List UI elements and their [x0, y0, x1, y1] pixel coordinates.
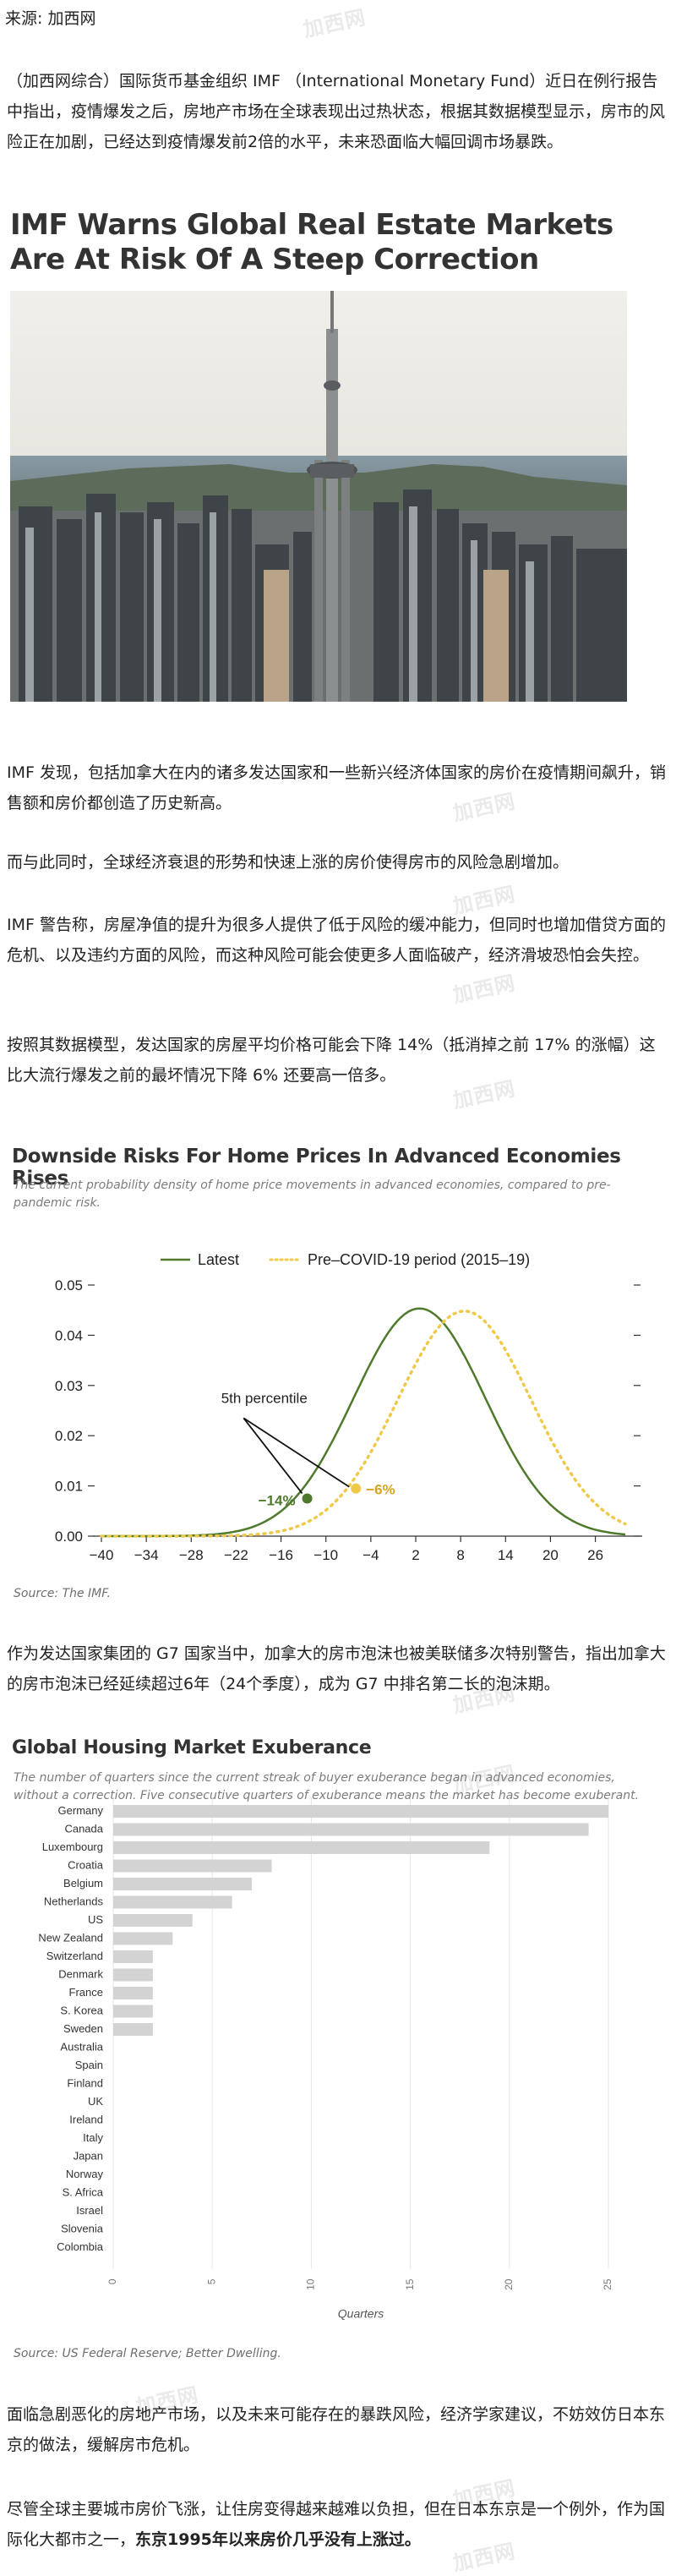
chart2-title: Global Housing Market Exuberance	[12, 1737, 372, 1758]
pre-5th-percentile-label: −6%	[366, 1482, 395, 1498]
latest-5th-percentile-point	[302, 1493, 313, 1504]
x-tick-label: −28	[179, 1547, 204, 1563]
tokyo-text: 尽管全球主要城市房价飞涨，让住房变得越来越难以负担，但在日本东京是一个例外，作为…	[7, 2500, 666, 2549]
paragraph-intro: （加西网综合）国际货币基金组织 IMF （International Monet…	[7, 72, 666, 151]
x-tick-label: −4	[363, 1547, 379, 1563]
category-label: Belgium	[63, 1877, 103, 1890]
percentile-annotation: 5th percentile	[221, 1391, 308, 1407]
bar	[113, 1914, 193, 1927]
y-tick-label: 0.00	[55, 1529, 83, 1545]
latest-density-line	[101, 1307, 626, 1538]
arrow-to-pre	[243, 1417, 350, 1488]
category-label: Croatia	[68, 1859, 104, 1872]
pre-5th-percentile-point	[351, 1483, 362, 1494]
bar	[113, 1859, 272, 1873]
bar	[113, 1987, 153, 1999]
x-tick-label: 0	[106, 2278, 118, 2284]
category-label: Finland	[67, 2077, 103, 2090]
category-label: France	[69, 1986, 103, 1999]
chart1-subtitle: The current probability density of home …	[14, 1179, 611, 1210]
paragraph-risk-increase: 而与此同时，全球经济衰退的形势和快速上涨的房价使得房市的风险急剧增加。	[7, 853, 570, 872]
chart2-source: Source: US Federal Reserve; Better Dwell…	[14, 2347, 281, 2360]
x-tick-label: 20	[542, 1547, 559, 1563]
x-tick-label: 15	[404, 2278, 416, 2290]
watermark: 加西网	[450, 971, 518, 1008]
bar	[113, 1932, 173, 1945]
category-label: Israel	[76, 2204, 103, 2217]
y-tick-label: 0.05	[55, 1277, 83, 1293]
chart1-title: Downside Risks For Home Prices In Advanc…	[12, 1146, 621, 1190]
category-label: Norway	[66, 2168, 104, 2180]
category-label: Italy	[83, 2131, 103, 2144]
bar	[113, 1950, 153, 1963]
x-tick-label: 20	[503, 2278, 515, 2290]
latest-5th-percentile-label: −14%	[259, 1492, 296, 1508]
bar	[113, 1878, 253, 1890]
paragraph-tokyo-suggestion: 面临急剧恶化的房地产市场，以及未来可能存在的暴跌风险，经济学家建议，不妨效仿日本…	[7, 2405, 666, 2454]
bar	[113, 1823, 589, 1836]
category-label: UK	[88, 2095, 103, 2108]
paragraph-model-forecast: 按照其数据模型，发达国家的房屋平均价格可能会下降 14%（抵消掉之前 17% 的…	[7, 1036, 656, 1085]
density-chart: Latest Pre–COVID-19 period (2015–19) 0.00 0…	[55, 1251, 642, 1563]
y-tick-label: 0.01	[55, 1479, 83, 1495]
category-label: New Zealand	[38, 1932, 103, 1944]
x-tick-label: 26	[587, 1547, 603, 1563]
x-tick-label: −34	[134, 1547, 159, 1563]
x-tick-label: 10	[305, 2278, 317, 2290]
bar	[113, 2023, 153, 2036]
category-label: Sweden	[63, 2022, 103, 2035]
category-label: S. Korea	[60, 2004, 103, 2017]
category-label: Colombia	[57, 2240, 104, 2253]
y-tick-label: 0.02	[55, 1428, 83, 1444]
x-tick-label: 8	[456, 1547, 464, 1563]
chart1-source: Source: The IMF.	[14, 1587, 111, 1600]
tokyo-bold-text: 东京1995年以来房价几乎没有上涨过。	[135, 2530, 421, 2549]
cn-tower-skyline-image	[10, 291, 627, 702]
bar	[113, 1805, 608, 1818]
category-label: Australia	[60, 2041, 103, 2054]
bar	[113, 1968, 153, 1982]
category-label: Spain	[75, 2059, 103, 2071]
x-tick-label: −16	[269, 1547, 293, 1563]
category-label: Luxembourg	[42, 1840, 103, 1853]
category-label: Japan	[74, 2150, 103, 2163]
bar	[113, 2004, 153, 2018]
pre-covid-density-line	[100, 1309, 627, 1538]
legend-latest-label: Latest	[198, 1251, 239, 1268]
exuberance-bar-chart: 0 5 10 15 20 25 Quarters Germany Canada Luxembour…	[38, 1797, 613, 2321]
toronto-skyline-photo	[10, 291, 627, 702]
paragraph-imf-findings: IMF 发现，包括加拿大在内的诸多发达国家和一些新兴经济体国家的房价在疫情期间飙…	[7, 763, 666, 812]
chart2-subtitle: The number of quarters since the current…	[14, 1771, 640, 1802]
source-line: 来源: 加西网	[5, 9, 96, 28]
arrow-to-latest	[243, 1417, 303, 1495]
category-label: Denmark	[58, 1968, 103, 1981]
legend-pre-label: Pre–COVID-19 period (2015–19)	[308, 1251, 530, 1268]
category-label: S. Africa	[63, 2186, 104, 2199]
x-tick-label: −22	[224, 1547, 248, 1563]
x-tick-label: 5	[205, 2278, 217, 2284]
bar	[113, 1895, 232, 1909]
bar	[113, 1841, 490, 1854]
x-tick-label: 2	[412, 1547, 419, 1563]
category-label: Slovenia	[61, 2223, 104, 2235]
category-label: Canada	[64, 1823, 103, 1835]
paragraph-imf-warning: IMF 警告称，房屋净值的提升为很多人提供了低于风险的缓冲能力，但同时也增加借贷…	[7, 916, 666, 965]
category-label: US	[88, 1913, 103, 1926]
y-tick-label: 0.04	[55, 1327, 83, 1343]
category-label: Netherlands	[44, 1895, 104, 1908]
x-axis-label: Quarters	[338, 2307, 384, 2321]
x-tick-label: −40	[90, 1547, 114, 1563]
x-tick-label: 25	[602, 2278, 613, 2290]
x-tick-label: 14	[498, 1547, 514, 1563]
paragraph-tokyo-exception: 尽管全球主要城市房价飞涨，让住房变得越来越难以负担，但在日本东京是一个例外，作为…	[7, 2494, 669, 2555]
paragraph-g7-bubble: 作为发达国家集团的 G7 国家当中，加拿大的房市泡沫也被美联储多次特别警告，指出…	[7, 1644, 666, 1693]
category-label: Germany	[58, 1804, 104, 1817]
x-tick-label: −10	[313, 1547, 338, 1563]
article-title: IMF Warns Global Real Estate Markets Are…	[10, 208, 613, 276]
category-label: Ireland	[69, 2114, 103, 2126]
category-label: Switzerland	[46, 1950, 103, 1962]
y-tick-label: 0.03	[55, 1378, 83, 1394]
